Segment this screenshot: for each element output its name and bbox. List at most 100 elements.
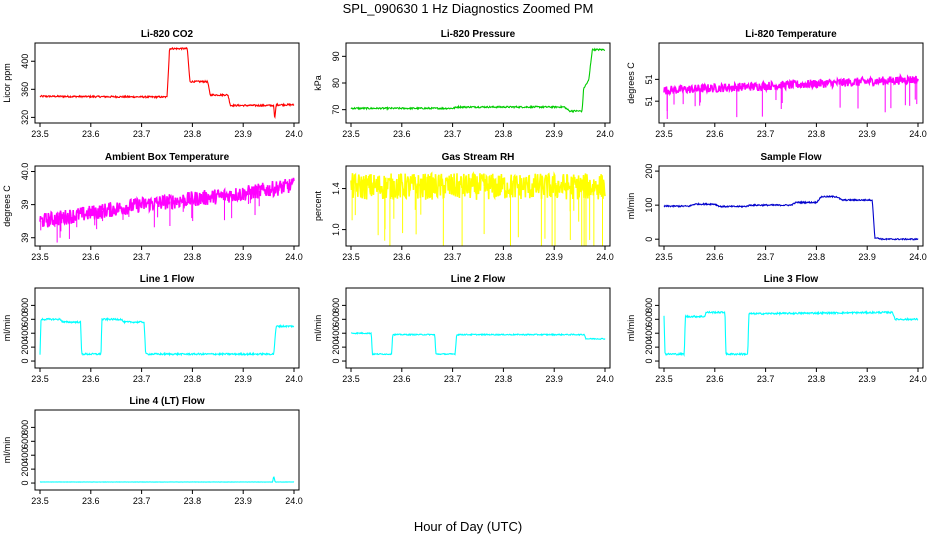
sample-flow-x-tick-label: 23.9 <box>858 252 876 262</box>
li-820-temperature-y-tick-label: 51 <box>644 74 654 84</box>
ambient-box-temperature-y-tick-label: 39 <box>20 200 30 210</box>
line-2-flow-panel: Line 2 Flow 23.5 23.6 23.7 23.8 23.9 24.0 0 2004… <box>313 274 614 384</box>
gas-stream-rh-panel: Gas Stream RH 23.5 23.6 23.7 23.8 23.9 24.0 1.0… <box>313 152 614 262</box>
line-2-flow-y-tick-label: 400 <box>331 326 341 341</box>
gas-stream-rh-x-tick-label: 23.8 <box>495 252 513 262</box>
line-2-flow-series-line <box>351 331 606 356</box>
li-820-co2-y-tick-label: 400 <box>20 54 30 69</box>
li-820-pressure-x-tick-label: 23.7 <box>444 129 462 139</box>
gas-stream-rh-frame <box>345 165 611 247</box>
line-3-flow-panel: Line 3 Flow 23.5 23.6 23.7 23.8 23.9 24.0 0 2004… <box>626 274 927 384</box>
line-2-flow-y-tick-label: 200 <box>331 340 341 355</box>
li-820-temperature-panel: Li-820 Temperature 23.5 23.6 23.7 23.8 23.9 24… <box>626 29 927 139</box>
line-1-flow-x-tick-label: 23.9 <box>234 374 252 384</box>
ambient-box-temperature-x-tick-label: 23.6 <box>82 252 100 262</box>
ambient-box-temperature-series-line <box>39 177 295 228</box>
gas-stream-rh-y-tick-label: 1.0 <box>331 223 341 236</box>
li-820-co2-frame <box>34 42 300 124</box>
li-820-co2-x-tick-label: 23.8 <box>184 129 202 139</box>
line-3-flow-y-tick-label: 800 <box>644 298 654 313</box>
line-4-lt-flow-y-axis-label: ml/min <box>2 437 12 464</box>
line-1-flow-title: Line 1 Flow <box>140 274 195 285</box>
line-2-flow-frame <box>345 287 611 369</box>
line-1-flow-x-tick-label: 23.5 <box>31 374 49 384</box>
line-3-flow-y-tick-label: 400 <box>644 326 654 341</box>
line-3-flow-y-axis-label: ml/min <box>626 315 636 342</box>
ambient-box-temperature-x-tick-label: 24.0 <box>285 252 303 262</box>
line-1-flow-x-tick-label: 23.7 <box>133 374 151 384</box>
ambient-box-temperature-x-tick-label: 23.8 <box>184 252 202 262</box>
li-820-temperature-x-tick-label: 23.8 <box>808 129 826 139</box>
sample-flow-frame <box>658 165 924 247</box>
line-1-flow-x-tick-label: 23.8 <box>184 374 202 384</box>
line-2-flow-title: Line 2 Flow <box>451 274 506 285</box>
ambient-box-temperature-x-tick-label: 23.5 <box>31 252 49 262</box>
gas-stream-rh-y-tick-label: 1.4 <box>331 182 341 195</box>
ambient-box-temperature-title: Ambient Box Temperature <box>105 152 230 163</box>
line-2-flow-y-tick-label: 0 <box>331 359 341 364</box>
line-4-lt-flow-x-tick-label: 23.5 <box>31 496 49 506</box>
line-4-lt-flow-y-tick-label: 400 <box>20 448 30 463</box>
line-3-flow-y-tick-label: 600 <box>644 312 654 327</box>
li-820-temperature-frame <box>658 42 924 124</box>
line-4-lt-flow-x-tick-label: 23.7 <box>133 496 151 506</box>
sample-flow-x-tick-label: 23.8 <box>808 252 826 262</box>
li-820-pressure-y-tick-label: 80 <box>331 78 341 88</box>
gas-stream-rh-title: Gas Stream RH <box>442 152 515 163</box>
li-820-co2-x-tick-label: 23.5 <box>31 129 49 139</box>
ambient-box-temperature-y-axis-label: degrees C <box>2 185 12 227</box>
sample-flow-x-tick-label: 23.5 <box>655 252 673 262</box>
li-820-pressure-x-tick-label: 23.6 <box>393 129 411 139</box>
ambient-box-temperature-panel: Ambient Box Temperature 23.5 23.6 23.7 23.8 2… <box>2 152 303 262</box>
line-1-flow-series-line <box>39 317 295 357</box>
li-820-temperature-x-tick-label: 24.0 <box>909 129 927 139</box>
line-3-flow-x-tick-label: 23.8 <box>808 374 826 384</box>
sample-flow-y-tick-label: 0 <box>644 237 654 242</box>
li-820-pressure-y-tick-label: 70 <box>331 105 341 115</box>
sample-flow-x-tick-label: 23.6 <box>706 252 724 262</box>
line-1-flow-panel: Line 1 Flow 23.5 23.6 23.7 23.8 23.9 24.0 0 2004… <box>2 274 303 384</box>
li-820-co2-panel: Li-820 CO2 23.5 23.6 23.7 23.8 23.9 24.0 320 360… <box>2 29 303 139</box>
main-title: SPL_090630 1 Hz Diagnostics Zoomed PM <box>343 1 594 16</box>
ambient-box-temperature-y-tick-label: 40.0 <box>20 163 30 181</box>
line-2-flow-x-tick-label: 23.7 <box>444 374 462 384</box>
li-820-temperature-x-tick-label: 23.7 <box>757 129 775 139</box>
li-820-pressure-y-tick-label: 90 <box>331 51 341 61</box>
line-1-flow-y-tick-label: 0 <box>20 359 30 364</box>
gas-stream-rh-y-axis-label: percent <box>313 190 323 221</box>
line-1-flow-x-tick-label: 23.6 <box>82 374 100 384</box>
sample-flow-x-tick-label: 24.0 <box>909 252 927 262</box>
line-4-lt-flow-frame <box>34 409 300 491</box>
ambient-box-temperature-y-tick-label: 39 <box>20 233 30 243</box>
sample-flow-x-tick-label: 23.7 <box>757 252 775 262</box>
line-1-flow-y-tick-label: 800 <box>20 298 30 313</box>
li-820-temperature-x-tick-label: 23.5 <box>655 129 673 139</box>
li-820-pressure-panel: Li-820 Pressure 23.5 23.6 23.7 23.8 23.9 24.0 7… <box>313 29 614 139</box>
line-4-lt-flow-title: Line 4 (LT) Flow <box>129 396 205 407</box>
gas-stream-rh-x-tick-label: 23.7 <box>444 252 462 262</box>
li-820-temperature-y-tick-label: 51 <box>644 96 654 106</box>
li-820-pressure-x-tick-label: 24.0 <box>596 129 614 139</box>
line-4-lt-flow-x-tick-label: 23.6 <box>82 496 100 506</box>
line-2-flow-y-axis-label: ml/min <box>313 315 323 342</box>
ambient-box-temperature-frame <box>34 165 300 247</box>
sample-flow-y-tick-label: 100 <box>644 198 654 213</box>
line-1-flow-y-tick-label: 400 <box>20 326 30 341</box>
line-3-flow-title: Line 3 Flow <box>764 274 819 285</box>
line-4-lt-flow-y-tick-label: 800 <box>20 420 30 435</box>
line-3-flow-x-tick-label: 23.9 <box>858 374 876 384</box>
line-3-flow-x-tick-label: 24.0 <box>909 374 927 384</box>
gas-stream-rh-x-tick-label: 23.9 <box>545 252 563 262</box>
line-2-flow-x-tick-label: 23.5 <box>342 374 360 384</box>
li-820-pressure-series-line <box>350 47 605 114</box>
line-3-flow-x-tick-label: 23.5 <box>655 374 673 384</box>
li-820-pressure-x-tick-label: 23.5 <box>342 129 360 139</box>
line-4-lt-flow-panel: Line 4 (LT) Flow 23.5 23.6 23.7 23.8 23.9 24.0… <box>2 396 303 506</box>
sample-flow-y-tick-label: 200 <box>644 164 654 179</box>
ambient-box-temperature-x-tick-label: 23.9 <box>234 252 252 262</box>
gas-stream-rh-x-tick-label: 23.6 <box>393 252 411 262</box>
line-1-flow-frame <box>34 287 300 369</box>
li-820-co2-title: Li-820 CO2 <box>141 29 194 40</box>
li-820-co2-x-tick-label: 24.0 <box>285 129 303 139</box>
